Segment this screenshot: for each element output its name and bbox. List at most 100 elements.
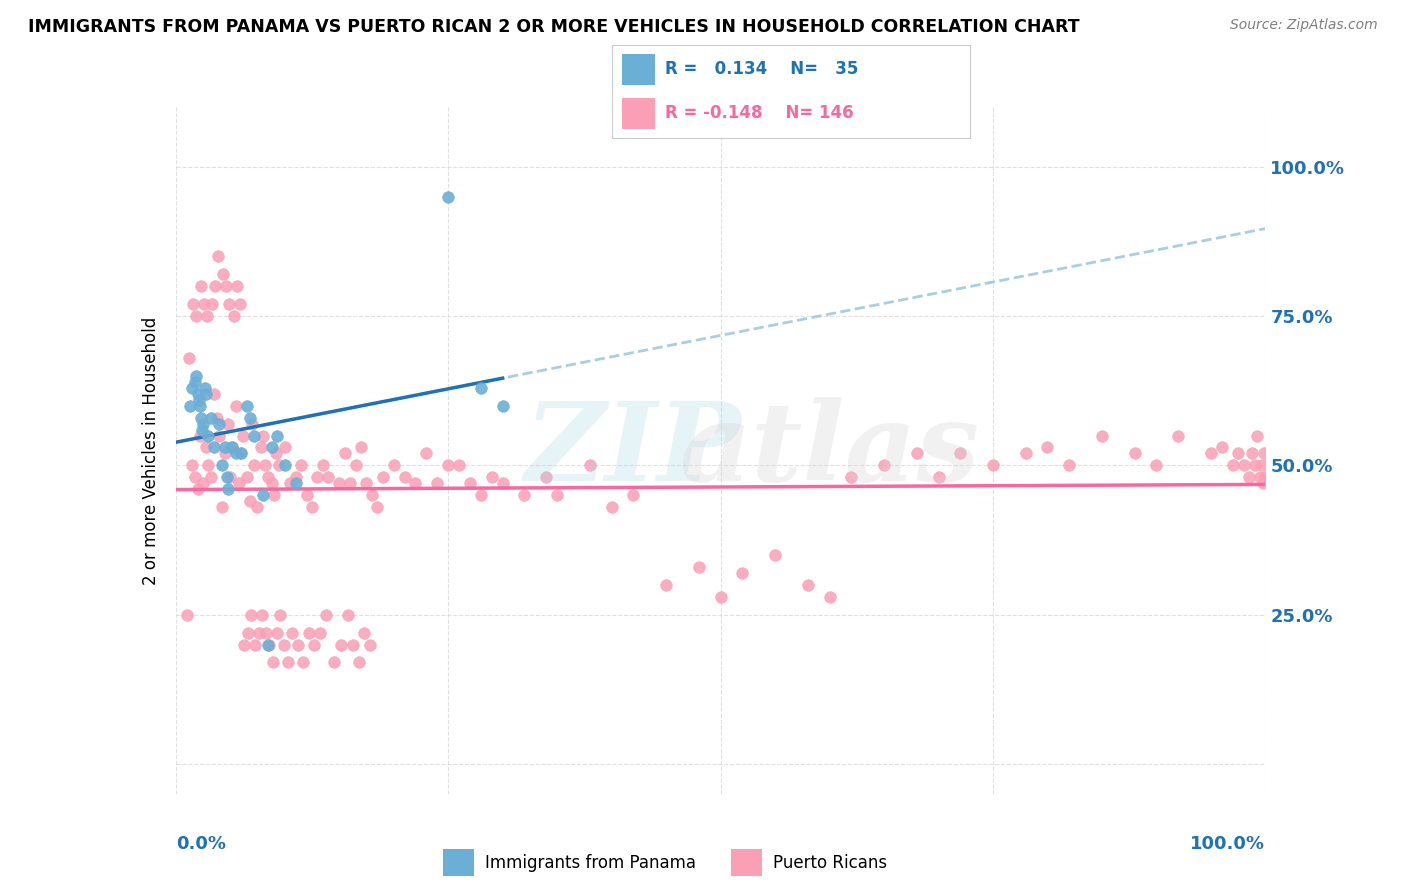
Point [284,470,307,484]
Point [254,458,277,473]
Point [235,470,257,484]
Point [356,476,378,491]
Point [252,428,274,442]
Point [342,638,364,652]
Point [405,476,427,491]
Point [179,399,201,413]
Point [249,441,271,455]
Point [218,297,240,311]
Point [1232,458,1256,473]
Text: atlas: atlas [679,397,980,504]
Bar [623,98,655,129]
Point [208,428,231,442]
Point [211,267,233,281]
Point [318,470,340,484]
Point [201,297,224,311]
Point [841,470,863,484]
Point [207,249,229,263]
Text: R = -0.148    N= 146: R = -0.148 N= 146 [665,104,853,122]
Point [181,458,204,473]
Point [236,625,259,640]
Point [239,410,262,425]
Point [579,458,602,473]
Point [818,590,841,604]
Point [222,309,245,323]
Point [322,656,344,670]
Point [221,441,243,455]
Point [1091,428,1114,442]
Point [344,458,367,473]
Point [1237,470,1260,484]
Point [274,458,297,473]
Point [245,638,267,652]
Point [239,607,262,622]
Point [186,368,208,383]
Point [190,279,212,293]
Text: R =   0.134    N=   35: R = 0.134 N= 35 [665,61,859,78]
Point [1253,446,1275,460]
Point [534,470,557,484]
Point [1246,428,1268,442]
Point [330,638,353,652]
Point [415,446,437,460]
Point [214,446,236,460]
Point [710,590,733,604]
Point [292,656,315,670]
Point [186,309,208,323]
Point [193,297,215,311]
Point [181,297,204,311]
Point [260,476,283,491]
Text: 0.0%: 0.0% [176,835,226,853]
Point [981,458,1004,473]
Point [1015,446,1038,460]
Bar [623,54,655,85]
Point [470,488,492,502]
Text: Immigrants from Panama: Immigrants from Panama [485,854,696,871]
Point [221,441,243,455]
Point [949,446,972,460]
Point [437,458,460,473]
Point [225,279,247,293]
Point [215,279,238,293]
Point [243,458,266,473]
Point [188,399,211,413]
Point [437,189,460,203]
Point [366,500,388,515]
Point [353,625,375,640]
Point [202,441,225,455]
Point [228,476,250,491]
Point [371,470,394,484]
Point [1251,458,1274,473]
Point [470,381,492,395]
Point [295,488,318,502]
Point [263,488,285,502]
Point [259,638,281,652]
Point [307,470,329,484]
Point [1211,441,1233,455]
Point [194,381,217,395]
Point [308,625,330,640]
Point [1243,458,1265,473]
Point [873,458,896,473]
Point [347,656,370,670]
Point [176,607,198,622]
Point [458,476,481,491]
Point [333,446,356,460]
Point [260,441,283,455]
Point [382,458,405,473]
Point [231,446,253,460]
Point [928,470,950,484]
Point [252,488,274,502]
Point [219,470,242,484]
Point [177,351,200,365]
Point [190,410,212,425]
Point [205,410,228,425]
Point [214,441,236,455]
Point [188,428,211,442]
Point [266,625,288,640]
Point [269,458,291,473]
Point [273,638,295,652]
Point [225,446,247,460]
Point [315,607,337,622]
Point [339,476,361,491]
